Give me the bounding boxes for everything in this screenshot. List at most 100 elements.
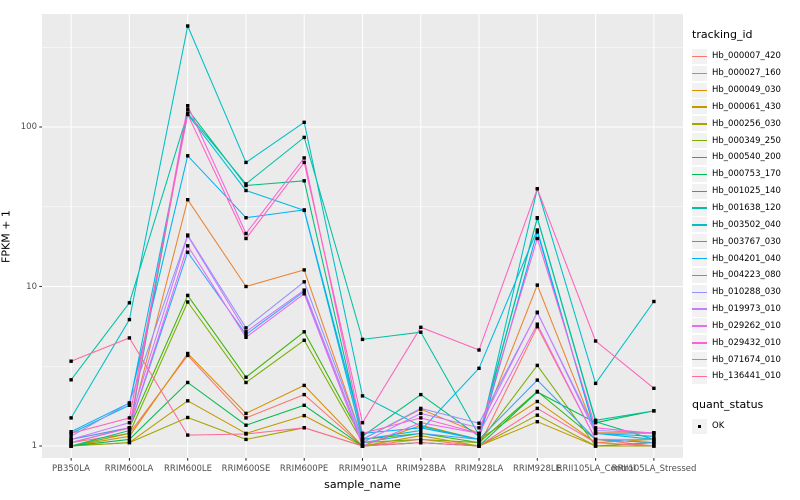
data-point: [302, 156, 306, 160]
data-point: [302, 208, 306, 212]
data-point: [652, 431, 656, 436]
data-point: [535, 399, 539, 404]
data-point: [535, 390, 539, 394]
data-point: [186, 380, 190, 385]
data-point: [302, 330, 306, 334]
legend-key-icon: [692, 48, 707, 64]
legend-key-icon: [692, 82, 707, 98]
data-point: [535, 363, 539, 368]
data-point: [302, 413, 306, 418]
legend-item: Hb_029262_010: [692, 318, 798, 335]
legend-key-icon: [692, 335, 707, 351]
data-point: [535, 310, 539, 314]
data-point: [593, 339, 598, 343]
data-point: [535, 230, 539, 234]
data-point: [244, 236, 248, 241]
data-point: [419, 434, 423, 438]
data-point: [244, 375, 248, 379]
legend-item-label: OK: [712, 421, 725, 432]
x-tick-label: RRIM600LA: [104, 464, 154, 474]
legend-title-quant-status: quant_status: [692, 397, 764, 411]
data-point: [302, 268, 306, 272]
legend-color-line: [692, 156, 707, 159]
x-tick-label: RRII105LA_Control: [556, 464, 636, 474]
data-point: [535, 413, 539, 417]
data-point: [186, 415, 190, 420]
legend-key-icon: [692, 183, 707, 199]
data-point: [302, 288, 306, 292]
y-tick-label: 1: [31, 441, 37, 451]
data-point: [186, 198, 190, 202]
data-point: [419, 437, 423, 442]
data-point: [477, 366, 481, 370]
legend-color-line: [692, 140, 707, 142]
x-tick-label: RRIM600LE: [164, 464, 212, 474]
x-axis-title: sample_name: [324, 478, 401, 491]
data-point: [535, 283, 539, 287]
y-tick-label: 10: [26, 282, 37, 292]
data-point: [419, 411, 423, 416]
data-point: [244, 326, 248, 330]
data-point: [535, 187, 539, 191]
data-point: [302, 403, 306, 407]
data-point: [360, 440, 365, 445]
data-point: [360, 421, 365, 425]
data-point: [652, 299, 656, 304]
data-point: [244, 284, 248, 289]
data-point: [302, 426, 306, 430]
legend-quant-items: OK: [692, 418, 798, 435]
data-point: [302, 135, 306, 140]
data-point: [593, 381, 598, 386]
data-point: [419, 392, 423, 397]
legend-item: Hb_000049_030: [692, 82, 798, 99]
legend-color-line: [692, 106, 707, 108]
data-point: [477, 437, 481, 442]
legend-item: Hb_029432_010: [692, 334, 798, 351]
y-tick-label: 100: [20, 122, 37, 132]
data-point: [360, 434, 365, 438]
legend-item-label: Hb_000007_420: [712, 51, 781, 62]
data-point: [244, 432, 248, 436]
legend-item-label: Hb_004223_080: [712, 270, 781, 281]
data-point: [652, 386, 656, 390]
data-point: [186, 293, 190, 298]
data-point: [535, 406, 539, 411]
data-point: [593, 437, 598, 442]
data-point: [127, 440, 132, 445]
data-point: [360, 444, 365, 448]
data-point: [419, 416, 423, 420]
data-point: [244, 188, 248, 193]
legend-item: Hb_000753_170: [692, 166, 798, 183]
data-point: [244, 231, 248, 236]
data-point: [360, 337, 365, 342]
data-point: [186, 24, 190, 28]
data-point: [244, 216, 248, 220]
legend-item: Hb_000256_030: [692, 115, 798, 132]
legend-item-label: Hb_010288_030: [712, 287, 781, 298]
data-point: [302, 280, 306, 284]
data-point: [244, 160, 248, 165]
legend-key-icon: [692, 301, 707, 317]
legend: tracking_id Hb_000007_420 Hb_000027_160 Hb…: [692, 28, 798, 435]
legend-key-icon: [692, 368, 707, 384]
data-point: [127, 317, 132, 322]
data-point: [535, 378, 539, 382]
data-point: [419, 426, 423, 430]
legend-key-icon: [692, 116, 707, 132]
legend-item: Hb_000349_250: [692, 132, 798, 149]
data-point: [186, 353, 190, 358]
legend-item-label: Hb_003502_040: [712, 219, 781, 230]
data-point: [593, 444, 598, 448]
legend-title-tracking-id: tracking_id: [692, 28, 753, 41]
data-point: [652, 444, 656, 448]
legend-item: Hb_004201_040: [692, 250, 798, 267]
x-tick-label: RRIM928BA: [396, 464, 446, 474]
data-point: [652, 409, 656, 413]
data-point: [419, 330, 423, 334]
legend-color-line: [692, 207, 707, 209]
data-point: [360, 394, 365, 398]
data-point: [477, 426, 481, 430]
legend-color-line: [692, 257, 707, 260]
legend-item-label: Hb_136441_010: [712, 371, 781, 382]
data-point: [244, 330, 248, 334]
